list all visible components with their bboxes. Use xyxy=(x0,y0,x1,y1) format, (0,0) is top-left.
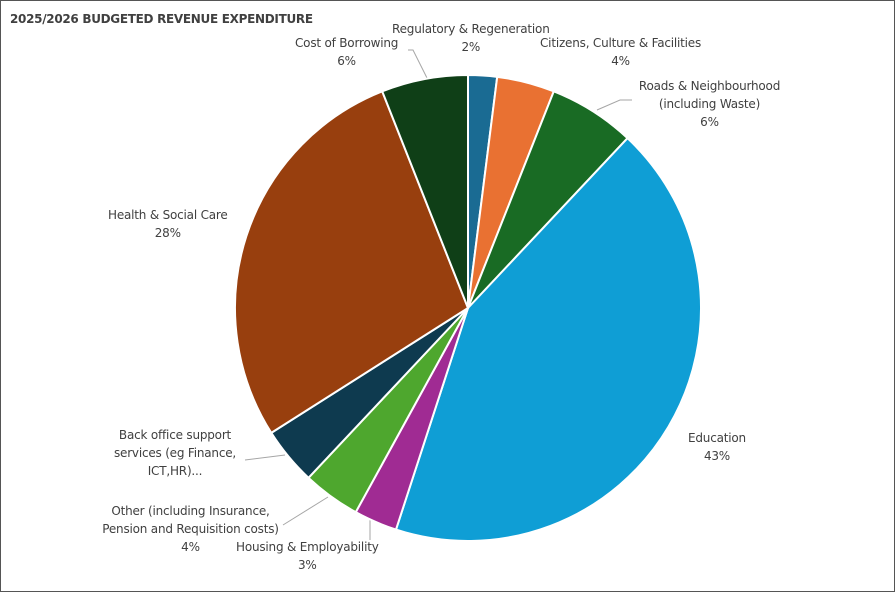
label-roads: Roads & Neighbourhood (including Waste) 6… xyxy=(638,79,781,129)
label-housing: Housing & Employability 3% xyxy=(236,540,379,572)
chart-title: 2025/2026 BUDGETED REVENUE EXPENDITURE xyxy=(10,12,313,26)
label-regulatory: Regulatory & Regeneration 2% xyxy=(392,22,550,54)
label-health: Health & Social Care 28% xyxy=(108,208,228,240)
label-citizens: Citizens, Culture & Facilities 4% xyxy=(540,36,702,68)
pie-slice-3 xyxy=(394,136,702,542)
leader-line-roads xyxy=(596,99,632,111)
leader-line-back-office xyxy=(244,454,286,461)
label-education: Education 43% xyxy=(688,431,746,463)
leader-line-cost-of-borrowing xyxy=(408,49,429,81)
pie-slice-8 xyxy=(380,73,469,309)
leader-line-other xyxy=(282,496,329,526)
label-cost-of-borrowing: Cost of Borrowing 6% xyxy=(295,36,399,68)
pie-slice-7 xyxy=(234,90,470,435)
label-other: Other (including Insurance, Pension and … xyxy=(102,504,279,554)
label-back-office: Back office support services (eg Finance… xyxy=(113,428,237,478)
